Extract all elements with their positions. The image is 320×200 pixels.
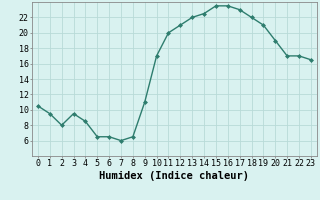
X-axis label: Humidex (Indice chaleur): Humidex (Indice chaleur): [100, 171, 249, 181]
